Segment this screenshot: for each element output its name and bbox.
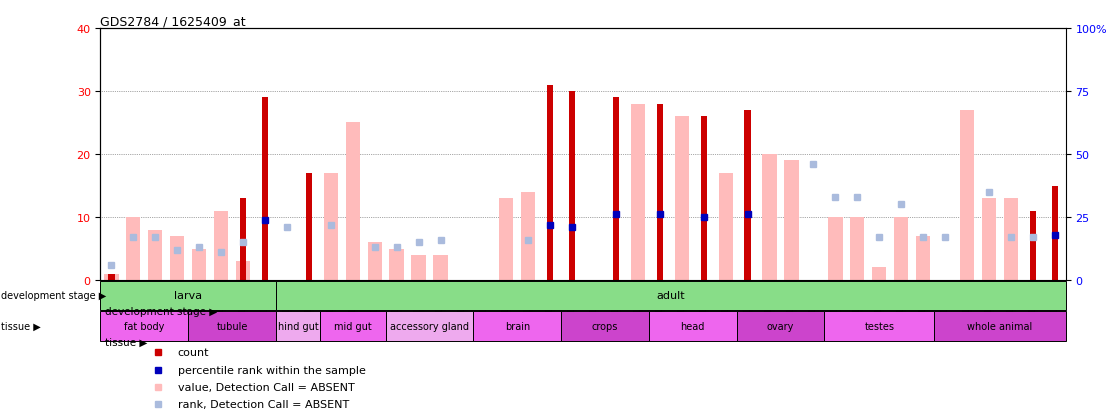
Bar <box>276 281 1066 311</box>
Bar <box>412 255 425 280</box>
Text: percentile rank within the sample: percentile rank within the sample <box>177 365 366 375</box>
Bar <box>214 211 229 280</box>
Bar <box>785 161 799 280</box>
Bar <box>235 261 250 280</box>
Text: GDS2784 / 1625409_at: GDS2784 / 1625409_at <box>100 15 246 28</box>
Bar <box>433 255 448 280</box>
Bar <box>389 249 404 280</box>
Bar <box>189 312 276 341</box>
Bar <box>104 274 118 280</box>
Bar <box>499 199 513 280</box>
Bar <box>1003 199 1018 280</box>
Text: tubule: tubule <box>217 321 248 332</box>
Text: tissue ▶: tissue ▶ <box>105 337 147 347</box>
Text: crops: crops <box>591 321 618 332</box>
Bar <box>367 243 382 280</box>
Bar <box>675 117 689 280</box>
Bar <box>561 312 648 341</box>
Bar <box>982 199 997 280</box>
Bar <box>916 236 931 280</box>
Bar <box>631 104 645 280</box>
Bar <box>547 85 554 280</box>
Text: adult: adult <box>656 291 685 301</box>
Bar <box>100 312 189 341</box>
Bar <box>648 312 737 341</box>
Text: value, Detection Call = ABSENT: value, Detection Call = ABSENT <box>177 382 355 392</box>
Text: hind gut: hind gut <box>278 321 318 332</box>
Text: larva: larva <box>174 291 202 301</box>
Text: development stage ▶: development stage ▶ <box>105 306 218 316</box>
Bar <box>934 312 1066 341</box>
Bar <box>262 98 268 280</box>
Bar <box>850 218 865 280</box>
Bar <box>569 92 576 280</box>
Bar <box>170 236 184 280</box>
Text: fat body: fat body <box>124 321 164 332</box>
Text: accessory gland: accessory gland <box>389 321 469 332</box>
Text: brain: brain <box>504 321 530 332</box>
Bar <box>100 281 276 311</box>
Bar <box>1030 211 1036 280</box>
Bar <box>873 268 886 280</box>
Text: mid gut: mid gut <box>334 321 372 332</box>
Bar <box>960 111 974 280</box>
Bar <box>521 192 536 280</box>
Bar <box>276 312 320 341</box>
Bar <box>613 98 619 280</box>
Bar <box>320 312 386 341</box>
Bar <box>656 104 663 280</box>
Bar <box>148 230 163 280</box>
Bar <box>192 249 206 280</box>
Bar <box>719 173 733 280</box>
Bar <box>1051 186 1058 280</box>
Text: rank, Detection Call = ABSENT: rank, Detection Call = ABSENT <box>177 399 349 409</box>
Bar <box>701 117 708 280</box>
Text: development stage ▶: development stage ▶ <box>1 291 106 301</box>
Bar <box>744 111 751 280</box>
Bar <box>240 199 247 280</box>
Bar <box>108 274 115 280</box>
Bar <box>306 173 312 280</box>
Bar <box>346 123 359 280</box>
Bar <box>386 312 473 341</box>
Bar <box>126 218 141 280</box>
Text: head: head <box>681 321 705 332</box>
Text: whole animal: whole animal <box>968 321 1032 332</box>
Text: count: count <box>177 347 209 357</box>
Text: ovary: ovary <box>767 321 795 332</box>
Bar <box>894 218 908 280</box>
Bar <box>324 173 338 280</box>
Bar <box>473 312 561 341</box>
Bar <box>825 312 934 341</box>
Bar <box>828 218 843 280</box>
Text: tissue ▶: tissue ▶ <box>1 321 41 332</box>
Bar <box>737 312 825 341</box>
Bar <box>762 154 777 280</box>
Text: testes: testes <box>864 321 894 332</box>
